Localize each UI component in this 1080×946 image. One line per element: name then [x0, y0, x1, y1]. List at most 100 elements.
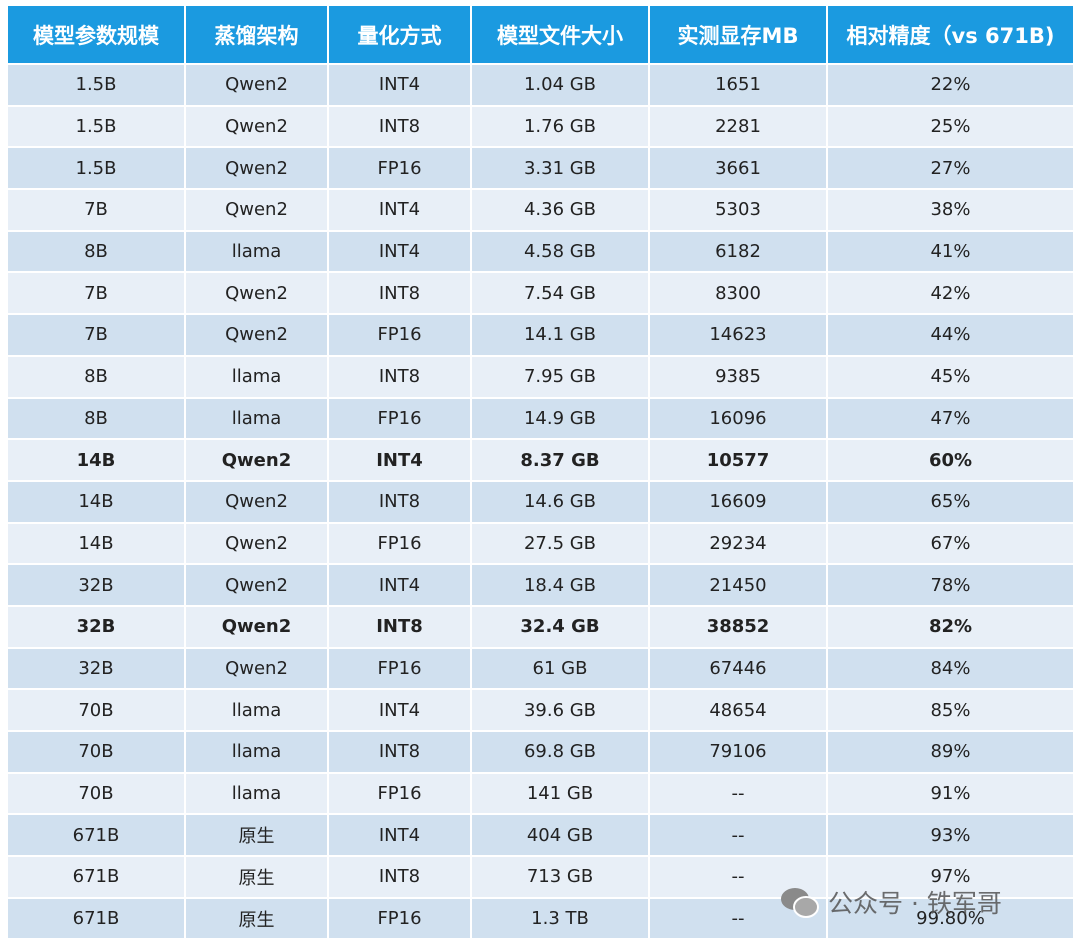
table-cell: 32B [8, 565, 184, 605]
table-cell: 原生 [186, 857, 327, 897]
table-cell: 16609 [650, 481, 826, 522]
table-cell: Qwen2 [186, 190, 327, 230]
table-cell: 713 GB [472, 857, 648, 897]
table-cell: 7.95 GB [472, 356, 648, 397]
table-cell: 3.31 GB [472, 148, 648, 189]
table-cell: FP16 [329, 398, 470, 439]
table-cell: llama [186, 231, 327, 272]
table-cell: 404 GB [472, 815, 648, 856]
table-cell: 93% [828, 815, 1073, 856]
table-cell: 671B [8, 857, 184, 897]
table-cell: 1.5B [8, 148, 184, 189]
table-cell: llama [186, 732, 327, 772]
table-cell: 32B [8, 606, 184, 647]
table-cell: INT4 [329, 190, 470, 230]
table-cell: 1.5B [8, 65, 184, 105]
table-cell: 14623 [650, 315, 826, 355]
table-cell: 38852 [650, 606, 826, 647]
table-cell: llama [186, 398, 327, 439]
table-cell: INT4 [329, 690, 470, 730]
table-cell: Qwen2 [186, 481, 327, 522]
table-cell: 14.1 GB [472, 315, 648, 355]
table-cell: Qwen2 [186, 648, 327, 689]
table-cell: INT8 [329, 732, 470, 772]
table-cell: 9385 [650, 356, 826, 397]
table-cell: 65% [828, 481, 1073, 522]
table-cell: 1.04 GB [472, 65, 648, 105]
table-cell: 22% [828, 65, 1073, 105]
header-cell: 量化方式 [329, 6, 470, 63]
table-cell: 89% [828, 732, 1073, 772]
table-cell: 84% [828, 648, 1073, 689]
table-cell: 41% [828, 231, 1073, 272]
table-cell: 671B [8, 898, 184, 939]
table-cell: 70B [8, 690, 184, 730]
table-cell: -- [650, 857, 826, 897]
table-cell: 45% [828, 356, 1073, 397]
table-cell: Qwen2 [186, 273, 327, 314]
table-cell: 27% [828, 148, 1073, 189]
table-cell: 1.5B [8, 106, 184, 147]
table-cell: 79106 [650, 732, 826, 772]
table-cell: INT4 [329, 440, 470, 480]
table-cell: 14B [8, 440, 184, 480]
table-cell: 4.58 GB [472, 231, 648, 272]
table-cell: 18.4 GB [472, 565, 648, 605]
watermark: 公众号 · 铁军哥 [780, 884, 1002, 920]
table-cell: 4.36 GB [472, 190, 648, 230]
table-cell: 7.54 GB [472, 273, 648, 314]
table-cell: 7B [8, 190, 184, 230]
table-cell: INT8 [329, 356, 470, 397]
wechat-icon [781, 888, 819, 918]
table-cell: 1.76 GB [472, 106, 648, 147]
table-cell: 60% [828, 440, 1073, 480]
table-cell: FP16 [329, 523, 470, 564]
table-cell: Qwen2 [186, 148, 327, 189]
table-cell: FP16 [329, 648, 470, 689]
table-cell: Qwen2 [186, 523, 327, 564]
table-cell: INT8 [329, 606, 470, 647]
watermark-text: 公众号 · 铁军哥 [828, 889, 1002, 918]
table-cell: -- [650, 815, 826, 856]
table-cell: 25% [828, 106, 1073, 147]
table-cell: 6182 [650, 231, 826, 272]
table-cell: 47% [828, 398, 1073, 439]
table-cell: 38% [828, 190, 1073, 230]
table-cell: 原生 [186, 815, 327, 856]
table-cell: 1.3 TB [472, 898, 648, 939]
table-cell: INT4 [329, 231, 470, 272]
table-cell: 32.4 GB [472, 606, 648, 647]
table-cell: 原生 [186, 898, 327, 939]
table-cell: 99.80% [828, 898, 1073, 939]
header-cell: 实测显存MB [650, 6, 826, 63]
table-cell: 1651 [650, 65, 826, 105]
table-cell: 97% [828, 857, 1073, 897]
table-cell: 44% [828, 315, 1073, 355]
table-cell: 85% [828, 690, 1073, 730]
table-cell: 69.8 GB [472, 732, 648, 772]
table-cell: FP16 [329, 773, 470, 814]
table-cell: 8.37 GB [472, 440, 648, 480]
table-cell: 21450 [650, 565, 826, 605]
table-cell: Qwen2 [186, 315, 327, 355]
table-cell: 32B [8, 648, 184, 689]
table-cell: 82% [828, 606, 1073, 647]
table-cell: INT8 [329, 857, 470, 897]
table-cell: FP16 [329, 315, 470, 355]
table-cell: 2281 [650, 106, 826, 147]
table-cell: 67446 [650, 648, 826, 689]
table-cell: llama [186, 690, 327, 730]
table-cell: llama [186, 773, 327, 814]
table-cell: INT4 [329, 565, 470, 605]
header-cell: 模型参数规模 [8, 6, 184, 63]
table-cell: INT8 [329, 273, 470, 314]
table-cell: 7B [8, 315, 184, 355]
table-cell: 39.6 GB [472, 690, 648, 730]
table-cell: 14.6 GB [472, 481, 648, 522]
table-cell: 3661 [650, 148, 826, 189]
table-cell: 14B [8, 481, 184, 522]
table-cell: 7B [8, 273, 184, 314]
table: 模型参数规模 蒸馏架构 量化方式 模型文件大小 实测显存MB 相对精度（vs 671B) 1… [8, 6, 1073, 939]
table-cell: 5303 [650, 190, 826, 230]
